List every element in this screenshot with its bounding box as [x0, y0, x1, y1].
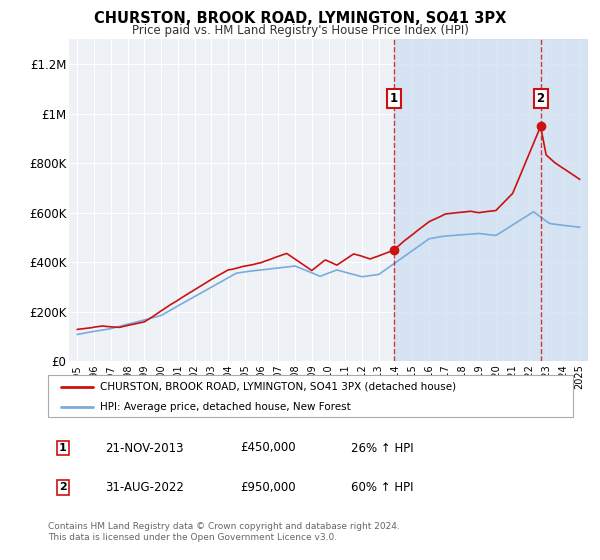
- Bar: [394, 39, 588, 361]
- Text: £950,000: £950,000: [240, 480, 296, 494]
- Text: CHURSTON, BROOK ROAD, LYMINGTON, SO41 3PX: CHURSTON, BROOK ROAD, LYMINGTON, SO41 3P…: [94, 11, 506, 26]
- Text: CHURSTON, BROOK ROAD, LYMINGTON, SO41 3PX (detached house): CHURSTON, BROOK ROAD, LYMINGTON, SO41 3P…: [101, 382, 457, 392]
- Text: Contains HM Land Registry data © Crown copyright and database right 2024.: Contains HM Land Registry data © Crown c…: [48, 522, 400, 531]
- Text: 26% ↑ HPI: 26% ↑ HPI: [351, 441, 413, 455]
- Text: 60% ↑ HPI: 60% ↑ HPI: [351, 480, 413, 494]
- Text: 2: 2: [536, 92, 545, 105]
- Text: This data is licensed under the Open Government Licence v3.0.: This data is licensed under the Open Gov…: [48, 533, 337, 542]
- Text: 21-NOV-2013: 21-NOV-2013: [105, 441, 184, 455]
- Text: HPI: Average price, detached house, New Forest: HPI: Average price, detached house, New …: [101, 402, 351, 412]
- Text: 31-AUG-2022: 31-AUG-2022: [105, 480, 184, 494]
- FancyBboxPatch shape: [48, 375, 573, 417]
- Text: 2: 2: [59, 482, 67, 492]
- Text: 1: 1: [390, 92, 398, 105]
- Text: Price paid vs. HM Land Registry's House Price Index (HPI): Price paid vs. HM Land Registry's House …: [131, 24, 469, 36]
- Text: 1: 1: [59, 443, 67, 453]
- Text: £450,000: £450,000: [240, 441, 296, 455]
